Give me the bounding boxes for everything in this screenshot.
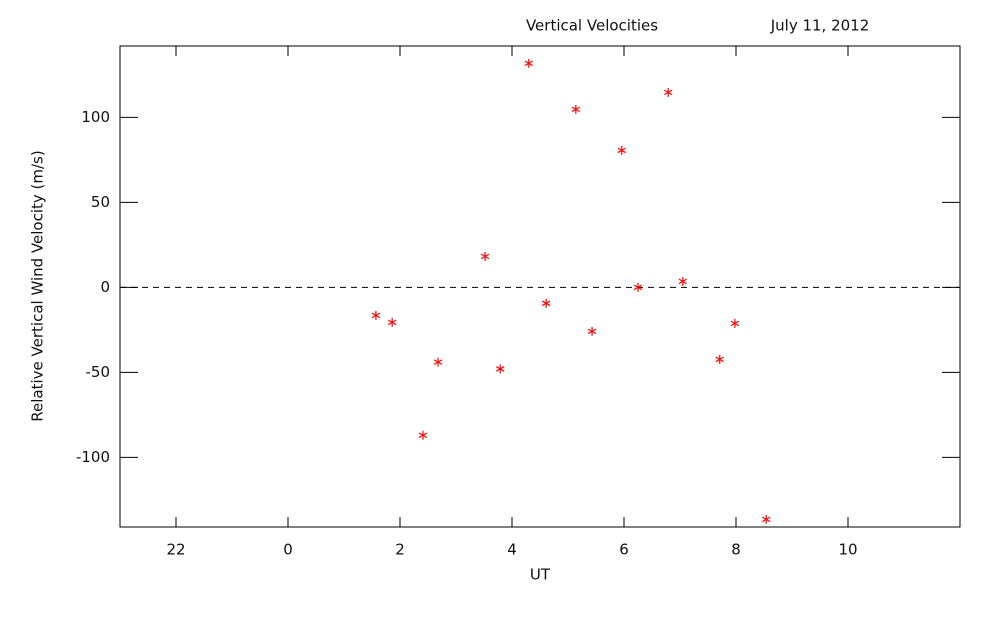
point [762,514,771,524]
y-tick-label: -100 [76,448,110,466]
point [587,326,597,336]
plot-frame [119,45,961,528]
point [730,318,740,328]
x-tick-label: 8 [731,541,741,559]
point [678,276,687,286]
y-tick-label: 100 [81,108,110,126]
point [496,364,505,374]
chart-title: Vertical Velocities [526,17,658,35]
y-axis-label: Relative Vertical Wind Velocity (m/s) [29,150,47,421]
point [633,282,643,292]
point [524,58,533,68]
y-tick-label: 50 [91,193,110,211]
point [617,145,626,155]
point [418,430,428,440]
y-tick-label: -50 [86,363,111,381]
point [480,251,490,261]
x-axis-label: UT [530,566,551,584]
point [664,87,673,97]
x-tick-label: 10 [838,541,857,559]
point [715,354,724,364]
x-tick-label: 4 [507,541,517,559]
chart-date: July 11, 2012 [770,17,870,35]
point [371,310,381,320]
x-tick-label: 2 [395,541,405,559]
x-tick-label: 22 [166,541,185,559]
x-tick-label: 0 [283,541,293,559]
y-tick-label: 0 [100,278,110,296]
point [541,298,551,308]
x-tick-label: 6 [619,541,629,559]
point [433,357,443,367]
point [387,317,397,327]
point [571,104,581,114]
